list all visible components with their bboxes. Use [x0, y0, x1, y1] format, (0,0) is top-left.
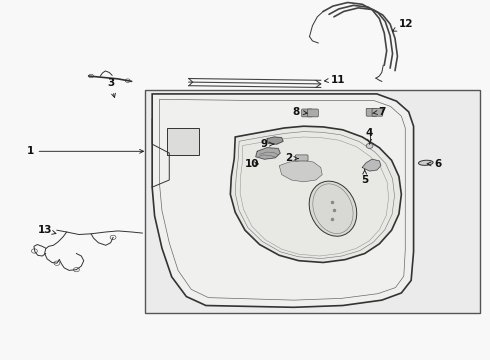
Text: 5: 5 — [361, 170, 368, 185]
FancyBboxPatch shape — [302, 109, 313, 117]
Text: 3: 3 — [107, 78, 115, 98]
Text: 11: 11 — [324, 75, 345, 85]
Bar — [145, 90, 480, 313]
Polygon shape — [267, 137, 283, 144]
Text: 1: 1 — [26, 146, 144, 156]
Text: 9: 9 — [261, 139, 274, 149]
Polygon shape — [230, 126, 401, 262]
Ellipse shape — [418, 160, 433, 165]
Ellipse shape — [309, 181, 357, 236]
Text: 4: 4 — [366, 129, 373, 144]
Text: 8: 8 — [293, 107, 307, 117]
Text: 10: 10 — [245, 159, 260, 169]
FancyBboxPatch shape — [308, 109, 319, 117]
Text: 13: 13 — [37, 225, 56, 235]
Text: 7: 7 — [372, 107, 386, 117]
FancyBboxPatch shape — [295, 155, 308, 161]
FancyBboxPatch shape — [372, 108, 383, 116]
Circle shape — [366, 143, 373, 148]
Text: 12: 12 — [392, 19, 414, 31]
Text: 2: 2 — [285, 153, 298, 163]
FancyBboxPatch shape — [366, 108, 377, 116]
Polygon shape — [152, 94, 414, 307]
Polygon shape — [362, 159, 381, 171]
Bar — [167, 128, 198, 155]
Text: 6: 6 — [427, 159, 441, 169]
Polygon shape — [256, 148, 280, 159]
Polygon shape — [279, 160, 322, 182]
